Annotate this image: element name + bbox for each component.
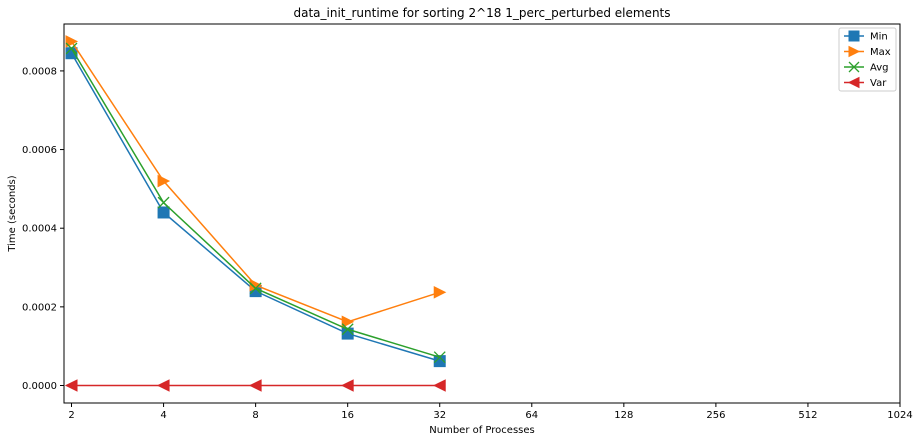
data-point-min bbox=[157, 206, 170, 219]
x-tick-label: 128 bbox=[614, 410, 633, 421]
data-point-avg bbox=[341, 323, 354, 336]
plot-frame bbox=[63, 23, 901, 404]
data-point-min bbox=[341, 327, 354, 340]
data-point-max bbox=[433, 285, 447, 299]
data-point-avg bbox=[65, 42, 78, 55]
data-point-avg bbox=[433, 351, 446, 364]
y-tick-label: 0.0004 bbox=[22, 224, 57, 235]
legend-label-max: Max bbox=[870, 47, 891, 58]
data-point-var bbox=[156, 379, 170, 392]
y-tick-label: 0.0006 bbox=[22, 145, 57, 156]
x-axis-label: Number of Processes bbox=[429, 425, 534, 436]
series-max bbox=[65, 35, 447, 329]
legend-marker-min bbox=[848, 30, 860, 42]
y-tick-label: 0.0002 bbox=[22, 302, 57, 313]
legend-item-var: Var bbox=[844, 76, 887, 89]
y-tick-label: 0.0000 bbox=[22, 381, 57, 392]
legend-label-var: Var bbox=[870, 78, 887, 89]
legend-label-avg: Avg bbox=[870, 63, 889, 74]
data-point-var bbox=[433, 379, 446, 392]
data-point-var bbox=[341, 379, 354, 392]
plot-series bbox=[64, 35, 447, 392]
legend-item-min: Min bbox=[844, 30, 888, 43]
legend-marker-max bbox=[848, 45, 861, 58]
chart-title: data_init_runtime for sorting 2^18 1_per… bbox=[293, 6, 670, 20]
x-tick-label: 2 bbox=[68, 410, 74, 421]
y-tick-label: 0.0008 bbox=[22, 66, 57, 77]
y-axis: 0.0000 0.0002 0.0004 0.0006 0.0008 bbox=[22, 66, 64, 392]
x-tick-label: 1024 bbox=[887, 410, 912, 421]
legend-item-max: Max bbox=[844, 45, 891, 58]
legend-item-avg: Avg bbox=[844, 61, 889, 74]
series-avg bbox=[65, 42, 446, 364]
x-tick-label: 4 bbox=[160, 410, 166, 421]
data-point-var bbox=[64, 379, 78, 392]
data-point-min bbox=[433, 355, 446, 368]
x-tick-label: 32 bbox=[433, 410, 446, 421]
data-point-max bbox=[341, 315, 355, 329]
data-point-avg bbox=[157, 196, 170, 209]
x-tick-label: 16 bbox=[341, 410, 354, 421]
x-tick-label: 512 bbox=[798, 410, 817, 421]
x-tick-label: 64 bbox=[525, 410, 538, 421]
legend-box bbox=[838, 27, 897, 92]
legend-marker-var bbox=[847, 76, 860, 89]
data-point-max bbox=[65, 35, 79, 48]
x-tick-label: 256 bbox=[706, 410, 725, 421]
y-axis-label: Time (seconds) bbox=[7, 175, 18, 252]
legend-marker-avg bbox=[848, 61, 860, 73]
x-tick-label: 8 bbox=[252, 410, 258, 421]
series-var bbox=[64, 379, 446, 392]
legend-label-min: Min bbox=[870, 32, 888, 43]
x-axis: 2 4 8 16 32 64 128 256 512 1024 bbox=[68, 403, 913, 421]
data-point-max bbox=[157, 174, 171, 188]
data-point-avg bbox=[249, 282, 262, 295]
data-point-var bbox=[249, 379, 262, 392]
legend: Min Max Avg Var bbox=[838, 27, 897, 92]
